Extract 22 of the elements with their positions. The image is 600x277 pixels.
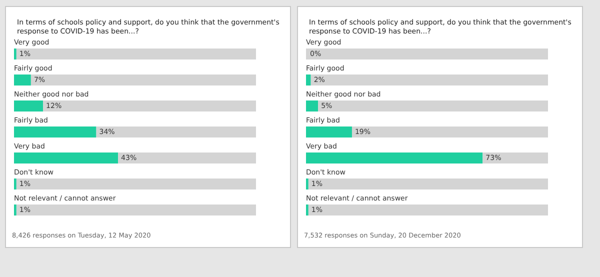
bar [14,74,31,86]
bar [16,48,256,60]
bar [318,100,548,112]
bar [310,74,548,86]
bar [308,204,548,216]
bar [306,74,311,86]
bar [306,152,483,164]
bar [16,204,256,216]
bar [482,152,548,164]
bar [118,152,256,164]
bar [306,48,548,60]
bar [352,126,548,138]
bar [306,100,318,112]
bar [306,126,352,138]
bar [96,126,256,138]
bar [16,178,256,190]
bar [30,74,256,86]
bar [308,178,548,190]
bar [14,100,44,112]
bar [14,126,96,138]
bar [43,100,256,112]
bar [14,152,118,164]
